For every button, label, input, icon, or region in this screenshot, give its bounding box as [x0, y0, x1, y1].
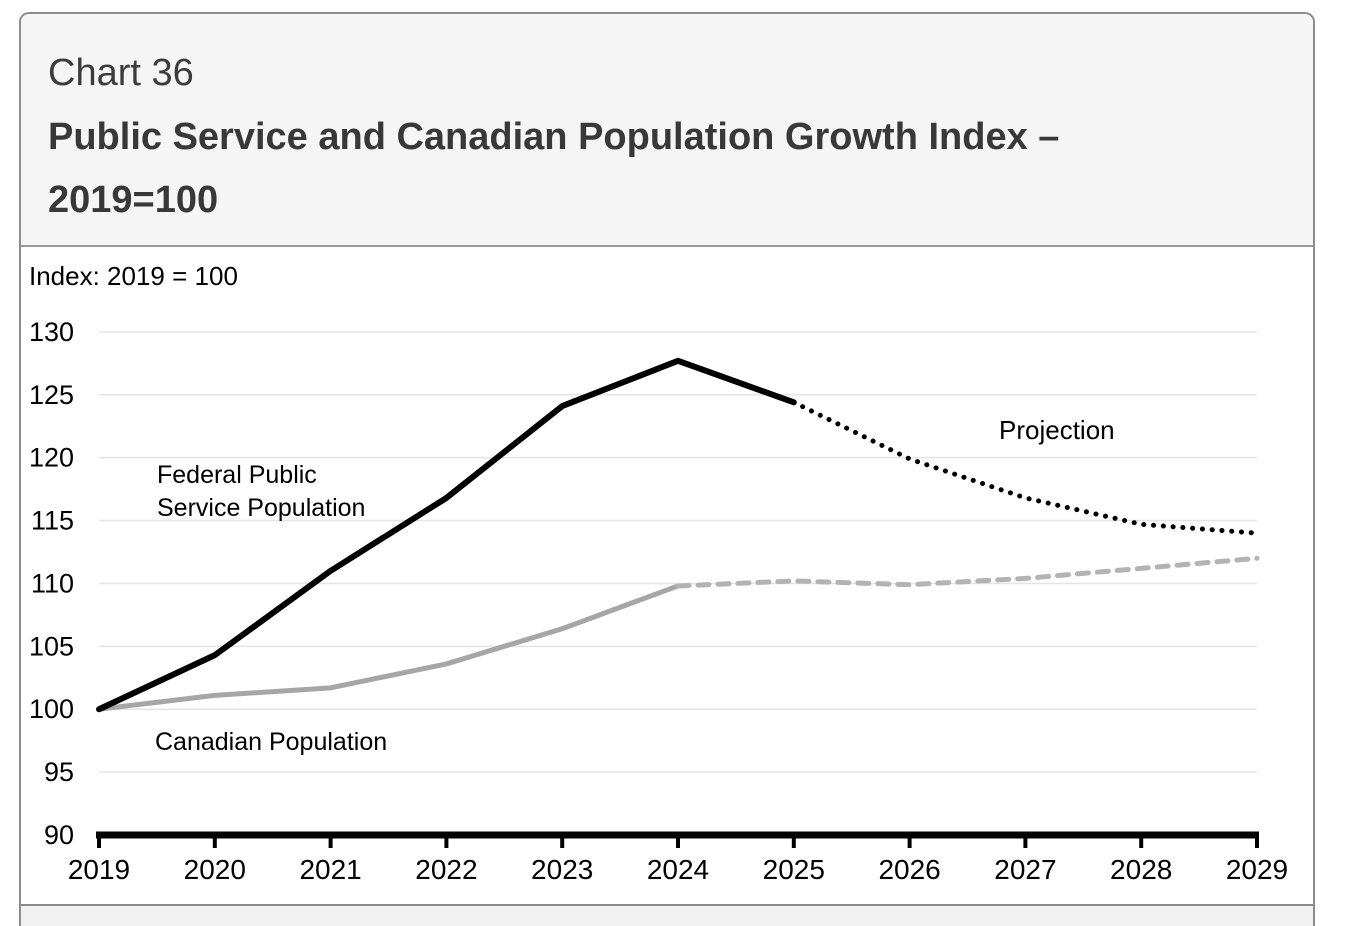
x-axis-tick-label: 2026	[878, 854, 940, 885]
series-line-canadian-population-projection	[675, 555, 1260, 589]
x-axis-tick-label: 2029	[1226, 854, 1288, 885]
chart-title-line-2: 2019=100	[48, 179, 219, 221]
y-axis-tick-label: 105	[29, 631, 74, 661]
series-line-federal-public-service-population	[96, 357, 797, 713]
x-axis-tick-label: 2020	[184, 854, 246, 885]
x-axis-tick-label: 2023	[531, 854, 593, 885]
y-axis-tick-label: 90	[44, 820, 74, 850]
chart-area: Index: 2019 = 100 90 95 100 105 110 115 120 125…	[21, 247, 1313, 904]
chart-title-line-1: Public Service and Canadian Population G…	[48, 116, 1060, 158]
series-line-canadian-population	[96, 583, 681, 712]
line-chart-plot: 90 95 100 105 110 115 120 125 130 2019 2020 2021 202…	[29, 317, 1288, 885]
chart-header: Chart 36 Public Service and Canadian Pop…	[21, 14, 1313, 247]
y-axis-tick-label: 110	[31, 568, 74, 598]
series-line-federal-public-service-population-projection	[791, 399, 1260, 536]
chart-number: Chart 36	[48, 52, 194, 94]
next-section-strip	[21, 904, 1313, 926]
x-axis-tick-label: 2022	[415, 854, 477, 885]
y-axis-tick-label: 130	[29, 317, 74, 347]
annotation-federal-public-service: Federal Public Service Population	[157, 459, 365, 525]
x-axis-tick-label: 2027	[994, 854, 1056, 885]
chart-card: Chart 36 Public Service and Canadian Pop…	[19, 12, 1315, 926]
x-axis-tick-label: 2024	[647, 854, 709, 885]
x-axis-tick-label: 2028	[1110, 854, 1172, 885]
annotation-projection: Projection	[999, 415, 1115, 445]
annotation-canadian-population: Canadian Population	[155, 728, 388, 756]
x-axis-tick-label: 2019	[68, 854, 130, 885]
chart-title: Public Service and Canadian Population G…	[48, 106, 1283, 232]
y-axis-tick-label: 120	[29, 443, 74, 473]
annotation-fps-line-2: Service Population	[157, 494, 366, 522]
index-note: Index: 2019 = 100	[29, 261, 238, 291]
x-axis-tick-label: 2021	[299, 854, 361, 885]
x-axis-tick-label: 2025	[763, 854, 825, 885]
y-axis-tick-label: 95	[44, 757, 74, 787]
y-axis-tick-label: 115	[31, 506, 74, 536]
y-axis-tick-label: 100	[29, 694, 74, 724]
annotation-fps-line-1: Federal Public	[157, 461, 317, 489]
y-axis-tick-label: 125	[29, 380, 74, 410]
